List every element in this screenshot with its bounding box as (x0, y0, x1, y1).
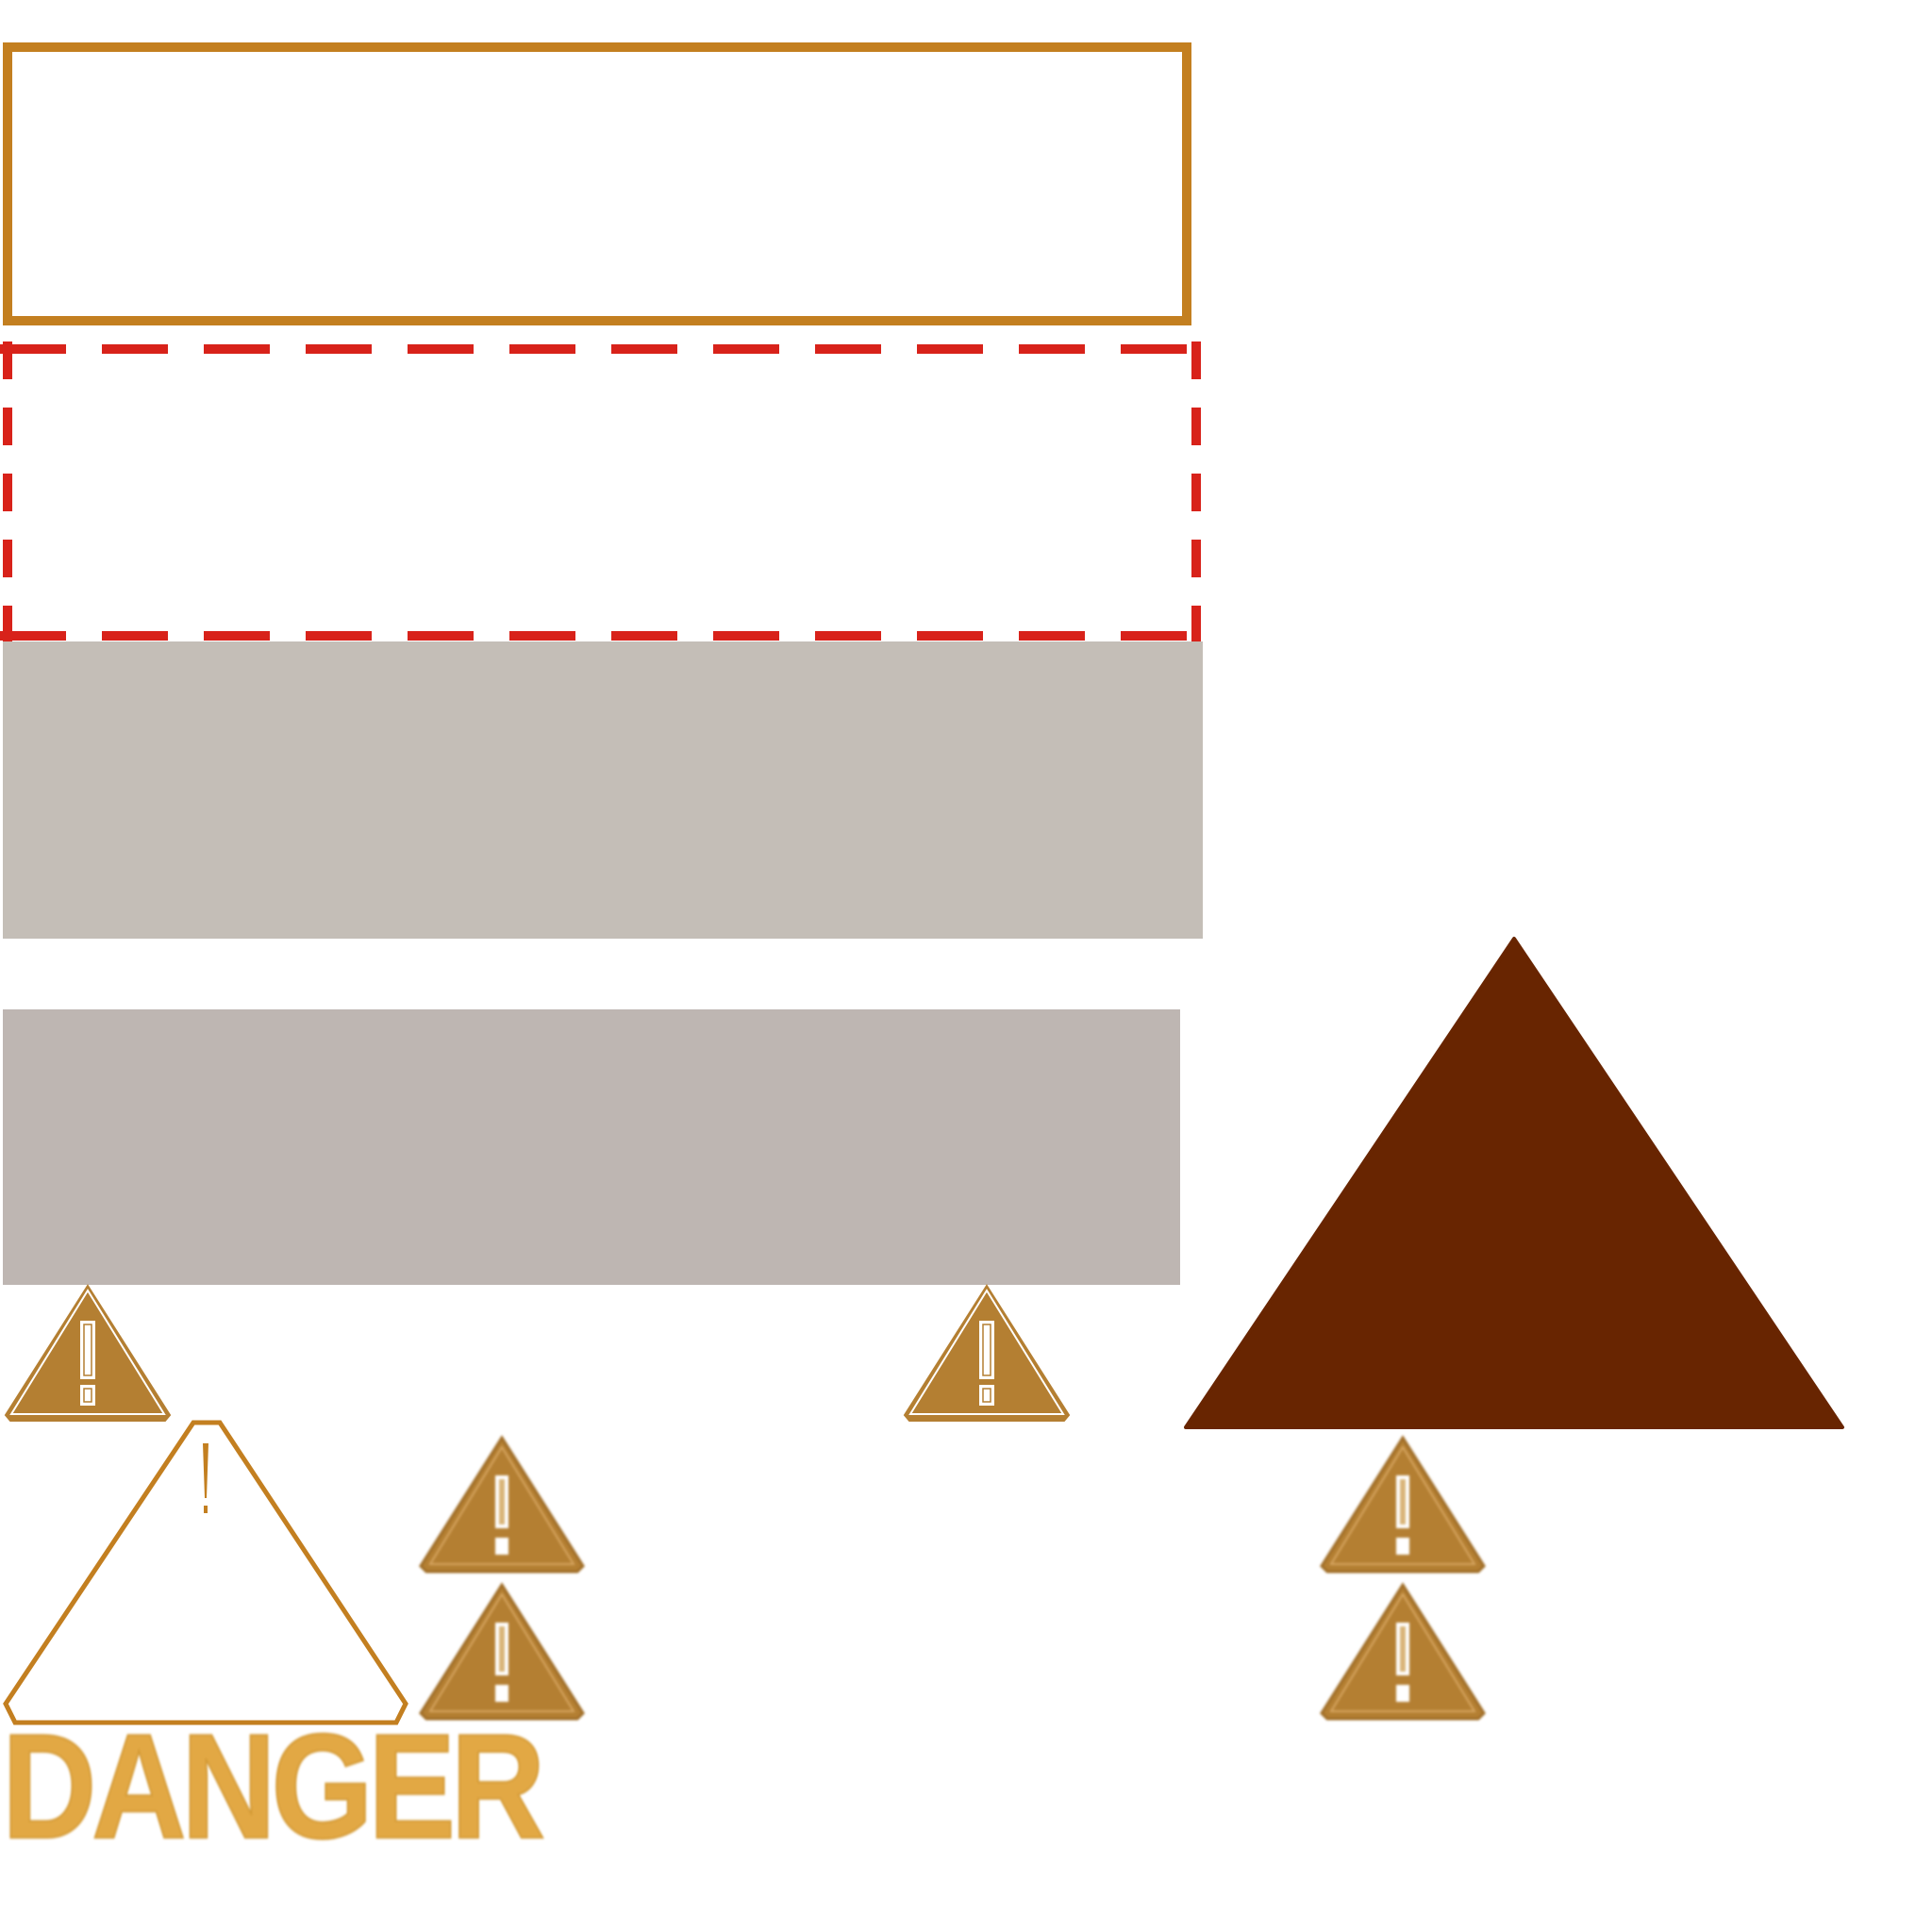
warning-triangle-icon (903, 1284, 1071, 1422)
warning-triangle-icon (4, 1284, 172, 1422)
exclamation-icon (203, 1443, 208, 1513)
outline-warning-sign (3, 1420, 408, 1725)
warning-triangle-icon (419, 1582, 585, 1721)
red-dashed-frame (0, 341, 1204, 643)
light-grey-panel (3, 641, 1203, 939)
warning-triangle-icon (1320, 1582, 1486, 1721)
warning-triangle-icon (419, 1435, 585, 1574)
orange-bordered-frame (3, 42, 1191, 325)
brown-triangle-shape (1184, 937, 1844, 1429)
warning-triangle-icon (1320, 1435, 1486, 1574)
dark-grey-panel (3, 1009, 1180, 1285)
danger-label: DANGER (1, 1704, 546, 1870)
